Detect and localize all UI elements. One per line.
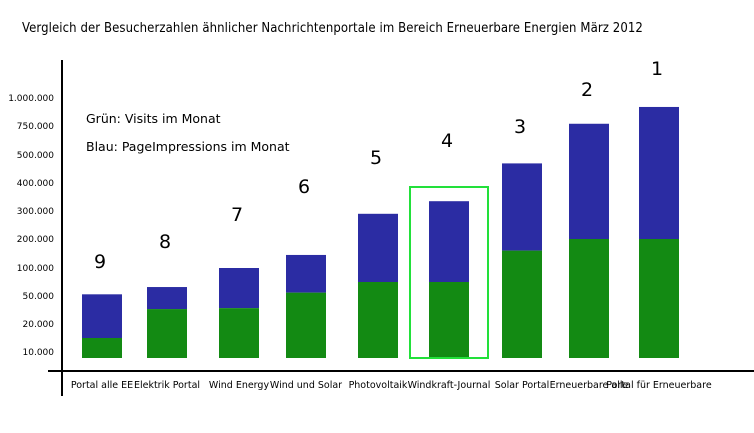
- legend: Grün: Visits im Monat Blau: PageImpressi…: [86, 111, 290, 154]
- bar-pageimpressions: [569, 123, 609, 239]
- rank-label: 1: [651, 58, 663, 80]
- y-tick-label: 200.000: [17, 235, 54, 245]
- bar-pageimpressions: [286, 254, 326, 293]
- bar-pageimpressions: [502, 163, 542, 251]
- chart-title: Vergleich der Besucherzahlen ähnlicher N…: [22, 21, 643, 36]
- bar-visits: [429, 282, 469, 358]
- y-tick-label: 20.000: [23, 320, 55, 330]
- y-tick-label: 300.000: [17, 207, 54, 217]
- category-label: Wind und Solar: [270, 380, 342, 391]
- rank-label: 9: [94, 251, 106, 273]
- axes: [48, 60, 754, 396]
- y-tick-label: 50.000: [23, 292, 55, 302]
- rank-label: 2: [581, 79, 593, 101]
- y-tick-label: 100.000: [17, 264, 54, 274]
- bar-visits: [219, 308, 259, 358]
- category-label: Erneuerbare alle: [550, 380, 629, 391]
- legend-green: Grün: Visits im Monat: [86, 111, 221, 126]
- rank-label: 6: [298, 176, 310, 198]
- bar-visits: [639, 239, 679, 358]
- rank-label: 8: [159, 231, 171, 253]
- y-tick-label: 500.000: [17, 151, 54, 161]
- category-label: Solar Portal: [495, 380, 550, 391]
- legend-blue: Blau: PageImpressions im Monat: [86, 139, 290, 154]
- y-tick-label: 10.000: [23, 348, 55, 358]
- bar-pageimpressions: [639, 106, 679, 240]
- category-label: Elektrik Portal: [134, 380, 200, 391]
- category-labels: Portal alle EE Elektrik Portal Wind Energy…: [71, 380, 712, 391]
- rank-label: 3: [514, 116, 526, 138]
- bar-visits: [358, 282, 398, 358]
- y-tick-label: 1.000.000: [8, 94, 54, 104]
- rank-label: 4: [441, 130, 453, 152]
- rank-label: 7: [231, 204, 243, 226]
- rank-labels: 9 8 7 6 5 4 3 2 1: [94, 58, 663, 273]
- category-label: Portal für Erneuerbare: [606, 380, 712, 391]
- bar-pageimpressions: [429, 201, 469, 282]
- bar-visits: [286, 292, 326, 358]
- category-label: Wind Energy: [209, 380, 270, 391]
- bar-visits: [569, 239, 609, 358]
- highlight-box: [409, 186, 489, 359]
- bar-pageimpressions: [82, 294, 122, 338]
- category-label: Portal alle EE: [71, 380, 133, 391]
- y-tick-label: 750.000: [17, 122, 54, 132]
- rank-label: 5: [370, 147, 382, 169]
- y-tick-label: 400.000: [17, 179, 54, 189]
- bar-pageimpressions: [358, 213, 398, 282]
- category-label: Windkraft-Journal: [408, 380, 491, 391]
- bar-visits: [502, 250, 542, 358]
- category-label: Photovoltaik: [349, 380, 408, 391]
- bar-visits: [147, 309, 187, 358]
- bars: [82, 106, 679, 359]
- bar-visits: [82, 338, 122, 358]
- bar-pageimpressions: [219, 268, 259, 309]
- bar-pageimpressions: [147, 287, 187, 310]
- y-axis-ticks: 10.000 20.000 50.000 100.000 200.000 300.000 4…: [8, 94, 54, 358]
